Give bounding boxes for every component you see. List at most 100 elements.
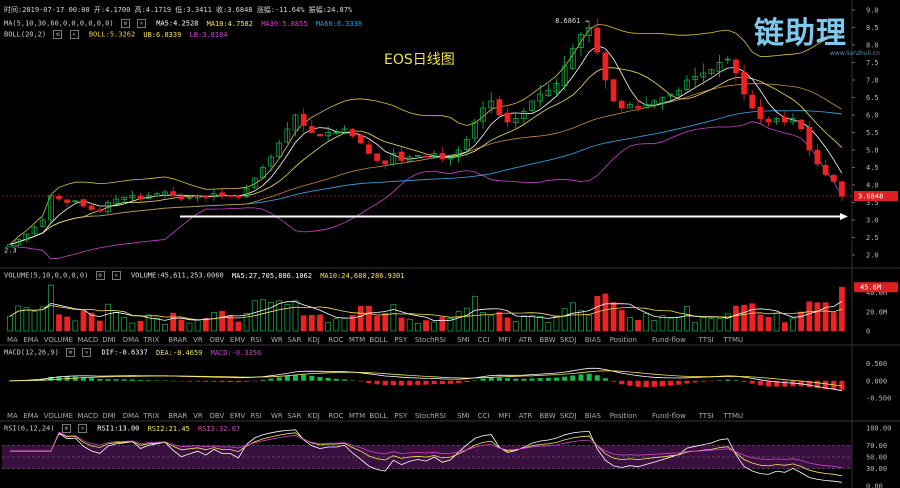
indicator-tab-smi[interactable]: SMI bbox=[457, 336, 470, 344]
candle-body bbox=[569, 48, 576, 69]
indicator-tab-bias[interactable]: BIAS bbox=[585, 336, 602, 344]
indicator-tab-position[interactable]: Position bbox=[610, 336, 637, 344]
candle-body bbox=[300, 113, 307, 126]
macd-histogram-bar bbox=[521, 378, 527, 381]
indicator-tab-bbw[interactable]: BBW bbox=[539, 336, 555, 344]
indicator-tab-fund-flow[interactable]: Fund-flow bbox=[652, 336, 686, 344]
macd-histogram-bar bbox=[782, 380, 788, 387]
indicator-tab-boll[interactable]: BOLL bbox=[369, 336, 387, 344]
rsi3-line bbox=[10, 431, 842, 469]
rsi-settings-icon[interactable]: ⚙ bbox=[61, 424, 71, 433]
indicator-tab-sar[interactable]: SAR bbox=[287, 336, 301, 344]
indicator-tab-wr[interactable]: WR bbox=[271, 412, 283, 420]
volume-bar bbox=[561, 308, 568, 332]
indicator-tab-rsi[interactable]: RSI bbox=[250, 412, 261, 420]
indicator-tab-dma[interactable]: DMA bbox=[123, 412, 139, 420]
boll-lb-value: LB:3.8184 bbox=[189, 30, 228, 39]
indicator-tab-psy[interactable]: PSY bbox=[394, 412, 408, 420]
volume-bar bbox=[741, 304, 747, 332]
macd-histogram-bar bbox=[317, 377, 323, 381]
indicator-tab-psy[interactable]: PSY bbox=[394, 336, 408, 344]
indicator-tab-ttmu[interactable]: TTMU bbox=[723, 412, 744, 420]
indicator-tab-skdj[interactable]: SKDJ bbox=[560, 412, 577, 420]
indicator-tab-roc[interactable]: ROC bbox=[328, 412, 343, 420]
indicator-tab-obv[interactable]: OBV bbox=[209, 412, 224, 420]
indicator-tab-skdj[interactable]: SKDJ bbox=[560, 336, 577, 344]
macd-settings-icon[interactable]: ⚙ bbox=[66, 348, 76, 357]
indicator-tab-position[interactable]: Position bbox=[610, 412, 637, 420]
indicator-tab-wr[interactable]: WR bbox=[271, 336, 283, 344]
boll-close-icon[interactable]: ✕ bbox=[69, 30, 79, 39]
volume-bar bbox=[708, 318, 715, 332]
indicator-tab-volume[interactable]: VOLUME bbox=[44, 412, 73, 420]
indicator-tab-stochrsi[interactable]: StochRSI bbox=[415, 412, 446, 420]
indicator-tab-ema[interactable]: EMA bbox=[23, 336, 38, 344]
indicator-tab-obv[interactable]: OBV bbox=[209, 336, 224, 344]
indicator-tab-macd[interactable]: MACD bbox=[77, 336, 98, 344]
indicator-tab-ttsi[interactable]: TTSI bbox=[698, 412, 714, 420]
indicator-tab-atr[interactable]: ATR bbox=[519, 412, 533, 420]
indicator-tab-cci[interactable]: CCI bbox=[478, 336, 490, 344]
indicator-tab-bias[interactable]: BIAS bbox=[585, 412, 602, 420]
indicator-tab-brar[interactable]: BRAR bbox=[168, 336, 187, 344]
indicator-tab-vr[interactable]: VR bbox=[193, 412, 203, 420]
indicator-tab-macd[interactable]: MACD bbox=[77, 412, 98, 420]
indicator-tab-boll[interactable]: BOLL bbox=[369, 412, 387, 420]
ma30-line bbox=[9, 83, 843, 245]
volume-tick-label: 40.0M bbox=[866, 289, 887, 297]
indicator-tab-sar[interactable]: SAR bbox=[287, 412, 301, 420]
indicator-tab-kdj[interactable]: KDJ bbox=[308, 336, 320, 344]
indicator-tab-stochrsi[interactable]: StochRSI bbox=[415, 336, 446, 344]
candle-body bbox=[822, 164, 829, 175]
indicator-tab-cci[interactable]: CCI bbox=[478, 412, 490, 420]
ma-settings-icon[interactable]: ⚙ bbox=[120, 19, 130, 28]
macd-close-icon[interactable]: ✕ bbox=[82, 348, 92, 357]
indicator-tab-dmi[interactable]: DMI bbox=[102, 336, 116, 344]
indicator-tab-fund-flow[interactable]: Fund-flow bbox=[652, 412, 686, 420]
indicator-tab-mtm[interactable]: MTM bbox=[349, 412, 365, 420]
volume-bar bbox=[839, 286, 845, 332]
indicator-tab-ema[interactable]: EMA bbox=[23, 412, 38, 420]
volume-bar bbox=[447, 317, 454, 332]
ma-close-icon[interactable]: ✕ bbox=[137, 19, 147, 28]
price-tick-label: 8.5 bbox=[866, 24, 879, 32]
candle-body bbox=[219, 192, 225, 196]
macd-histogram-bar bbox=[676, 380, 682, 385]
indicator-tab-roc[interactable]: ROC bbox=[328, 336, 343, 344]
indicator-tab-trix[interactable]: TRIX bbox=[142, 336, 159, 344]
candle-body bbox=[284, 128, 291, 143]
rsi-close-icon[interactable]: ✕ bbox=[78, 424, 88, 433]
boll-settings-icon[interactable]: ⚙ bbox=[53, 30, 63, 39]
indicator-tab-emv[interactable]: EMV bbox=[230, 412, 245, 420]
candle-body bbox=[349, 129, 356, 137]
indicator-tab-dma[interactable]: DMA bbox=[123, 336, 139, 344]
volume-settings-icon[interactable]: ⚙ bbox=[95, 271, 105, 280]
macd-histogram-bar bbox=[529, 378, 535, 381]
indicator-tab-brar[interactable]: BRAR bbox=[168, 412, 187, 420]
indicator-tab-ma[interactable]: MA bbox=[7, 412, 18, 420]
indicator-tab-kdj[interactable]: KDJ bbox=[308, 412, 320, 420]
indicator-tab-mfi[interactable]: MFI bbox=[498, 412, 510, 420]
rsi2-line bbox=[10, 432, 842, 477]
candle-body bbox=[618, 100, 625, 109]
indicator-tab-dmi[interactable]: DMI bbox=[102, 412, 116, 420]
candle-body bbox=[659, 97, 666, 104]
indicator-tab-rsi[interactable]: RSI bbox=[250, 336, 261, 344]
candle-body bbox=[651, 100, 658, 106]
indicator-tab-vr[interactable]: VR bbox=[193, 336, 203, 344]
macd-histogram-bar bbox=[668, 380, 674, 386]
indicator-tab-mfi[interactable]: MFI bbox=[498, 336, 510, 344]
indicator-tab-bbw[interactable]: BBW bbox=[539, 412, 555, 420]
indicator-tab-emv[interactable]: EMV bbox=[230, 336, 245, 344]
indicator-tab-trix[interactable]: TRIX bbox=[142, 412, 159, 420]
indicator-tab-smi[interactable]: SMI bbox=[457, 412, 470, 420]
volume-close-icon[interactable]: ✕ bbox=[111, 271, 121, 280]
indicator-tab-atr[interactable]: ATR bbox=[519, 336, 533, 344]
candle-body bbox=[602, 52, 609, 81]
indicator-tab-ma[interactable]: MA bbox=[7, 336, 18, 344]
indicator-tab-mtm[interactable]: MTM bbox=[349, 336, 365, 344]
indicator-tab-ttsi[interactable]: TTSI bbox=[698, 336, 714, 344]
indicator-tab-volume[interactable]: VOLUME bbox=[44, 336, 73, 344]
indicator-tab-ttmu[interactable]: TTMU bbox=[723, 336, 744, 344]
